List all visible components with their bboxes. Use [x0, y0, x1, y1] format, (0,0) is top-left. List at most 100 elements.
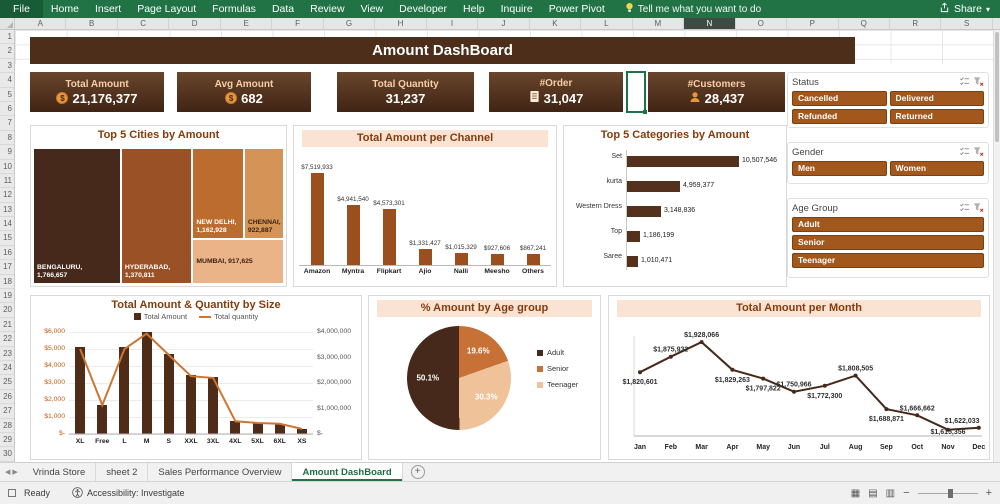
tell-me-box[interactable]: Tell me what you want to do [625, 0, 761, 18]
column-header-O[interactable]: O [736, 18, 788, 29]
file-tab[interactable]: File [0, 0, 43, 18]
slicer-button-adult[interactable]: Adult [792, 217, 984, 232]
slicer-button-teenager[interactable]: Teenager [792, 253, 984, 268]
ribbon-tab-review[interactable]: Review [310, 3, 345, 15]
row-header-3[interactable]: 3 [0, 59, 14, 74]
column-header-C[interactable]: C [118, 18, 170, 29]
row-header-11[interactable]: 11 [0, 174, 14, 189]
row-header-24[interactable]: 24 [0, 361, 14, 376]
slicer-button-men[interactable]: Men [792, 161, 887, 176]
ribbon-tab-power-pivot[interactable]: Power Pivot [548, 3, 605, 15]
row-header-9[interactable]: 9 [0, 145, 14, 160]
row-header-5[interactable]: 5 [0, 88, 14, 102]
column-header-K[interactable]: K [530, 18, 582, 29]
ribbon-tab-page-layout[interactable]: Page Layout [137, 3, 197, 15]
zoom-out-icon[interactable]: − [903, 487, 910, 499]
column-header-L[interactable]: L [581, 18, 633, 29]
sheet-nav-left-icon[interactable]: ◀ [5, 469, 11, 476]
row-header-26[interactable]: 26 [0, 390, 14, 405]
row-header-20[interactable]: 20 [0, 303, 14, 318]
row-header-4[interactable]: 4 [0, 73, 14, 88]
chart-amount-per-channel[interactable]: Total Amount per Channel $7,519,933 Amazo… [293, 125, 557, 287]
row-header-23[interactable]: 23 [0, 347, 14, 361]
row-header-19[interactable]: 19 [0, 289, 14, 304]
column-header-Q[interactable]: Q [839, 18, 890, 29]
column-header-A[interactable]: A [15, 18, 67, 29]
slicer-button-refunded[interactable]: Refunded [792, 109, 887, 124]
row-header-1[interactable]: 1 [0, 30, 14, 45]
clear-filter-icon[interactable] [973, 200, 984, 218]
multi-select-icon[interactable] [959, 74, 970, 92]
row-header-7[interactable]: 7 [0, 116, 14, 131]
worksheet-canvas[interactable]: Amount DashBoard Top 5 Cities by Amount … [15, 30, 993, 462]
row-header-18[interactable]: 18 [0, 275, 14, 290]
row-header-12[interactable]: 12 [0, 188, 14, 203]
page-layout-view-icon[interactable]: ▤ [868, 487, 878, 499]
new-sheet-button[interactable]: + [410, 465, 425, 479]
share-button[interactable]: Share ▾ [929, 0, 1000, 18]
row-header-8[interactable]: 8 [0, 131, 14, 146]
row-header-10[interactable]: 10 [0, 160, 14, 174]
ribbon-tab-home[interactable]: Home [50, 3, 79, 15]
ribbon-tab-inquire[interactable]: Inquire [500, 3, 533, 15]
row-header-16[interactable]: 16 [0, 246, 14, 261]
ribbon-tab-formulas[interactable]: Formulas [212, 3, 256, 15]
ribbon-tab-insert[interactable]: Insert [94, 3, 122, 15]
column-header-E[interactable]: E [221, 18, 273, 29]
column-header-B[interactable]: B [66, 18, 118, 29]
clear-filter-icon[interactable] [973, 74, 984, 92]
chart-amount-per-month[interactable]: Total Amount per Month $1,820,601 $1,875,… [608, 295, 990, 460]
column-header-H[interactable]: H [375, 18, 427, 29]
page-break-view-icon[interactable]: ▥ [885, 487, 896, 499]
row-header-6[interactable]: 6 [0, 102, 14, 117]
column-header-F[interactable]: F [272, 18, 324, 29]
normal-view-icon[interactable]: ▦ [850, 487, 861, 499]
column-header-N[interactable]: N [684, 18, 736, 29]
ribbon-tab-view[interactable]: View [360, 3, 384, 15]
vertical-scrollbar-thumb[interactable] [995, 32, 999, 142]
vertical-scrollbar[interactable] [993, 30, 1000, 462]
column-header-R[interactable]: R [890, 18, 942, 29]
sheet-nav-right-icon[interactable]: ▶ [12, 469, 18, 476]
sheet-tab-vrinda-store[interactable]: Vrinda Store [23, 463, 97, 481]
row-header-28[interactable]: 28 [0, 419, 14, 433]
zoom-slider[interactable] [917, 488, 978, 498]
slicer-button-women[interactable]: Women [889, 161, 984, 176]
row-header-29[interactable]: 29 [0, 433, 14, 448]
slicer-button-cancelled[interactable]: Cancelled [792, 91, 887, 106]
row-header-21[interactable]: 21 [0, 318, 14, 333]
column-header-I[interactable]: I [427, 18, 479, 29]
ribbon-tab-help[interactable]: Help [463, 3, 485, 15]
chart-amount-quantity-by-size[interactable]: Total Amount & Quantity by Size Total Am… [30, 295, 362, 460]
column-header-M[interactable]: M [633, 18, 685, 29]
sheet-tab-amount-dashboard[interactable]: Amount DashBoard [292, 463, 403, 481]
select-all-corner[interactable] [0, 18, 15, 29]
chart-amount-by-age-group[interactable]: % Amount by Age group Adult Senior Teenage… [368, 295, 601, 460]
multi-select-icon[interactable] [959, 144, 970, 162]
column-header-P[interactable]: P [787, 18, 839, 29]
slicer-button-delivered[interactable]: Delivered [889, 91, 984, 106]
accessibility-status[interactable]: Accessibility: Investigate [72, 486, 185, 500]
row-header-25[interactable]: 25 [0, 375, 14, 390]
row-header-30[interactable]: 30 [0, 447, 14, 462]
row-header-13[interactable]: 13 [0, 203, 14, 218]
zoom-in-icon[interactable]: + [985, 487, 992, 499]
chart-top5-categories[interactable]: Top 5 Categories by Amount Set 10,507,546… [563, 125, 787, 287]
row-header-22[interactable]: 22 [0, 332, 14, 347]
column-header-D[interactable]: D [169, 18, 221, 29]
row-header-17[interactable]: 17 [0, 260, 14, 275]
column-header-G[interactable]: G [324, 18, 376, 29]
sheet-tab-sales-performance-overview[interactable]: Sales Performance Overview [148, 463, 293, 481]
zoom-slider-thumb[interactable] [947, 488, 953, 498]
row-header-15[interactable]: 15 [0, 231, 14, 246]
row-header-2[interactable]: 2 [0, 44, 14, 59]
clear-filter-icon[interactable] [973, 144, 984, 162]
ribbon-tab-developer[interactable]: Developer [399, 3, 448, 15]
slicer-button-returned[interactable]: Returned [889, 109, 984, 124]
multi-select-icon[interactable] [959, 200, 970, 218]
column-header-J[interactable]: J [478, 18, 530, 29]
chart-top5-cities[interactable]: Top 5 Cities by Amount BENGALURU, 1,766,6… [30, 125, 287, 287]
macro-record-icon[interactable] [8, 489, 16, 497]
row-header-27[interactable]: 27 [0, 404, 14, 419]
sheet-tab-sheet-2[interactable]: sheet 2 [96, 463, 149, 481]
